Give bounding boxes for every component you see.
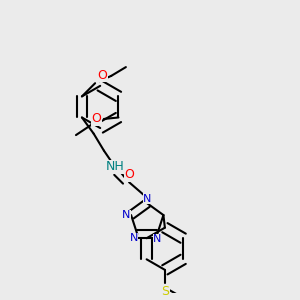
Text: N: N — [122, 210, 130, 220]
Text: N: N — [130, 233, 138, 244]
Text: NH: NH — [106, 160, 124, 173]
Text: O: O — [92, 112, 101, 125]
Text: O: O — [125, 168, 135, 182]
Text: N: N — [153, 234, 161, 244]
Text: S: S — [161, 285, 169, 298]
Text: N: N — [143, 194, 152, 204]
Text: O: O — [98, 69, 107, 82]
